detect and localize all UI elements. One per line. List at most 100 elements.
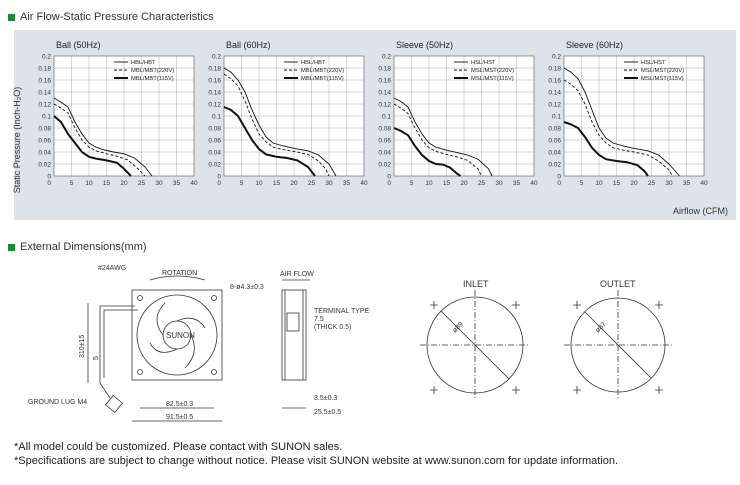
rotation-arrow [149, 275, 206, 281]
legend-label: MSL/MST(220V) [641, 68, 684, 74]
y-tick-label: 0 [387, 174, 391, 181]
x-tick-label: 10 [425, 180, 433, 187]
note-specifications: *Specifications are subject to change wi… [14, 455, 619, 467]
mount-hole [137, 369, 143, 375]
x-tick-label: 20 [460, 180, 468, 187]
x-tick-label: 40 [360, 180, 368, 187]
y-tick-label: 0.04 [548, 150, 561, 157]
chart-ball-60hz: Ball (60Hz) 0 0.02 0.04 0.06 0.08 0.1 0.12 0.14 0… [208, 40, 368, 187]
section-title-airflow-text: Air Flow-Static Pressure Characteristics [20, 11, 214, 23]
y-tick-label: 0.06 [38, 138, 51, 145]
inlet-dia-line [440, 310, 510, 380]
x-tick-label: 20 [290, 180, 298, 187]
legend-label: HBL/HBT [301, 60, 326, 66]
green-square-icon [8, 243, 15, 251]
legend-label: HSL/HST [641, 60, 666, 66]
x-tick-label: 25 [138, 180, 146, 187]
x-tick-label: 10 [255, 180, 263, 187]
outlet-hole-marks [573, 301, 663, 394]
y-axis-label-text: Static Pressure (Inch-H₂O) [12, 87, 22, 194]
y-tick-label: 0.04 [378, 150, 391, 157]
y-tick-label: 0.02 [548, 162, 561, 169]
x-tick-label: 25 [308, 180, 316, 187]
y-tick-label: 0.1 [382, 114, 391, 121]
x-tick-label: 35 [513, 180, 521, 187]
y-tick-label: 0.2 [42, 54, 51, 61]
fan-blades [149, 302, 206, 369]
y-tick-label: 0.18 [208, 66, 221, 73]
series-line [223, 73, 330, 177]
green-square-icon [8, 13, 15, 21]
y-tick-label: 0.08 [548, 126, 561, 133]
x-tick-label: 30 [665, 180, 673, 187]
series-line [563, 121, 649, 177]
y-tick-label: 0.18 [548, 66, 561, 73]
y-tick-label: 0.08 [208, 126, 221, 133]
chart-ball-50hz: Ball (50Hz) 0 0.02 0.04 0.06 0.08 0.1 0.12 0.14 0… [38, 40, 198, 187]
y-tick-label: 0.16 [208, 78, 221, 85]
rotation-label: ROTATION [162, 270, 197, 277]
wire-label: #24AWG [98, 265, 126, 272]
legend-label: MBL/MBT(115V) [131, 76, 174, 82]
x-tick-label: 30 [495, 180, 503, 187]
x-tick-label: 25 [478, 180, 486, 187]
y-axis-label: Static Pressure (Inch-H₂O) [12, 87, 22, 194]
y-tick-label: 0.06 [208, 138, 221, 145]
terminal [286, 312, 300, 332]
y-tick-label: 0 [557, 174, 561, 181]
y-tick-label: 0.2 [382, 54, 391, 61]
x-tick-label: 20 [120, 180, 128, 187]
series-line [393, 103, 482, 177]
chart-title: Sleeve (50Hz) [396, 40, 453, 50]
legend-label: MSL/MST(115V) [471, 76, 514, 82]
outlet-label: OUTLET [600, 279, 636, 289]
fan-ring [136, 294, 218, 376]
outlet-view [564, 290, 673, 400]
series-line [53, 115, 132, 177]
x-tick-label: 35 [173, 180, 181, 187]
y-tick-label: 0.18 [378, 66, 391, 73]
x-tick-label: 35 [683, 180, 691, 187]
series-line [223, 67, 337, 177]
series-line [53, 103, 146, 177]
fan-front-view [87, 275, 223, 422]
terminal-label-1: TERMINAL TYPE [314, 308, 370, 315]
inlet-label: INLET [463, 279, 489, 289]
y-tick-label: 0.12 [548, 102, 561, 109]
lead-wire [99, 305, 135, 399]
dim-825-label: 82.5±0.3 [166, 401, 193, 408]
x-tick-label: 5 [410, 180, 414, 187]
y-tick-label: 0.18 [38, 66, 51, 73]
outlet-dia-label: ø87 [594, 321, 608, 335]
y-tick-label: 0.02 [208, 162, 221, 169]
legend-label: MBL/MBT(220V) [131, 68, 174, 74]
note-customize: *All model could be customized. Please c… [14, 441, 343, 453]
series-line [563, 79, 673, 177]
legend-label: HBL/HBT [131, 60, 156, 66]
x-tick-label: 30 [155, 180, 163, 187]
fan-side-view [281, 279, 310, 409]
x-tick-label: 40 [700, 180, 708, 187]
charts-panel: Static Pressure (Inch-H₂O) Airflow (CFM)… [12, 30, 736, 220]
x-tick-label: 35 [343, 180, 351, 187]
lead-wire [103, 309, 138, 378]
legend-label: MSL/MST(115V) [641, 76, 684, 82]
y-tick-label: 0.12 [208, 102, 221, 109]
y-tick-label: 0.08 [38, 126, 51, 133]
ground-lug-label: GROUND LUG M4 [28, 399, 87, 406]
inlet-dia-label: ø89 [451, 321, 465, 335]
x-tick-label: 25 [648, 180, 656, 187]
x-tick-label: 10 [85, 180, 93, 187]
dim-255-label: 25.5±0.5 [314, 409, 341, 416]
legend-label: HSL/HST [471, 60, 496, 66]
legend-label: MBL/MBT(220V) [301, 68, 344, 74]
dim-35-label: 3.5±0.3 [314, 395, 337, 402]
y-tick-label: 0.14 [38, 90, 51, 97]
y-tick-label: 0.16 [548, 78, 561, 85]
mount-hole [211, 369, 217, 375]
outlet-dia-line [584, 311, 652, 379]
mount-hole [211, 295, 217, 301]
y-tick-label: 0.16 [378, 78, 391, 85]
y-tick-label: 0.06 [548, 138, 561, 145]
chart-sleeve-60hz: Sleeve (60Hz) 0 0.02 0.04 0.06 0.08 0.1 0.12 0.1… [548, 40, 708, 187]
